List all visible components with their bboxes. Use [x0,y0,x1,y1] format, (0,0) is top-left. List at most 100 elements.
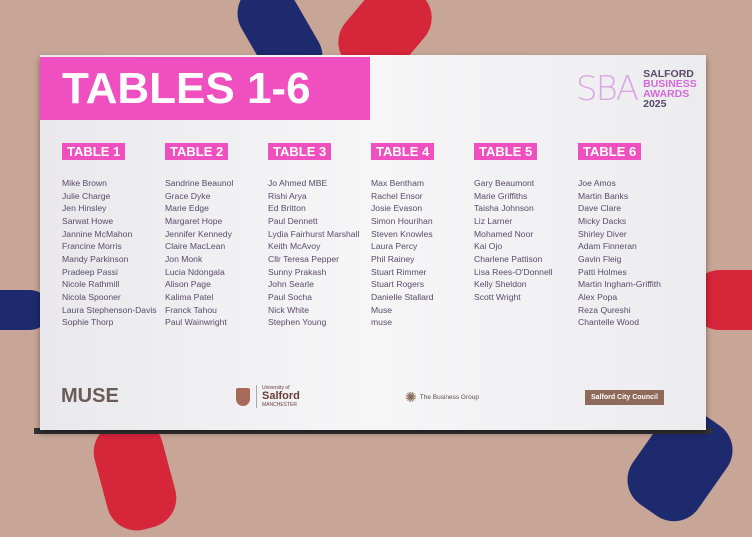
guest-name: Gavin Fleig [578,253,622,264]
table-4-column: TABLE 4 Max Bentham Rachel Ensor Josie Evas… [371,143,474,329]
guest-name: Claire MacLean [165,241,226,252]
table-label: TABLE 3 [268,143,332,160]
guest-name: Mandy Parkinson [62,253,129,264]
guest-name: Kelly Sheldon [474,279,527,290]
guest-name: Ed Britton [268,203,306,214]
guest-name: Muse [371,304,393,315]
guest-name: Steven Knowles [371,228,433,239]
guest-name: Paul Dennett [268,215,318,226]
page-title: TABLES 1-6 [40,57,370,120]
guest-name: Jon Monk [165,253,203,264]
guest-name: Marie Edge [165,203,209,214]
guest-name: Marie Griffiths [474,190,528,201]
guest-name: muse [371,317,393,328]
guest-name: Lisa Rees-O'Donnell [474,266,553,277]
sun-icon: ✺ [405,389,417,405]
sba-mark: SBA [576,69,639,109]
guest-name: Pradeep Passi [62,266,118,277]
guest-name: Laura Percy [371,241,418,252]
guest-name: Jennifer Kennedy [165,228,232,239]
guest-name: Nicola Spooner [62,291,121,302]
uni-top: University of [262,385,290,391]
table-label: TABLE 6 [578,143,642,160]
sba-logo: SBA SALFORD BUSINESS AWARDS 2025 [576,68,697,110]
guest-name: Keith McAvoy [268,241,321,252]
table-3-column: TABLE 3 Jo Ahmed MBE Rishi Arya Ed Britton P… [268,143,371,329]
guest-name: Laura Stephenson-Davis [62,304,157,315]
logo-line: AWARDS [643,88,690,100]
uni-name: Salford [262,390,300,402]
guest-name: Taisha Johnson [474,203,534,214]
guest-name: Reza Qureshi [578,304,631,315]
guest-name: Liz Larner [474,215,513,226]
guest-name: Simon Hourihan [371,215,433,226]
guest-name: Josie Evason [371,203,423,214]
guest-name: Lucia Ndongala [165,266,225,277]
guest-name: Margaret Hope [165,215,223,226]
table-1-column: TABLE 1 Mike Brown Julie Charge Jen Hinsley… [62,143,165,329]
guest-name: Max Bentham [371,178,425,188]
crest-icon [236,387,250,406]
guest-name: Gary Beaumont [474,178,535,188]
guest-name: Grace Dyke [165,190,211,201]
guest-name: Shirley Diver [578,228,627,239]
guest-name: Danielle Stallard [371,291,434,302]
guest-name: Sophie Thorp [62,317,114,328]
guest-name: Nicole Rathmill [62,279,120,290]
guest-name: Sunny Prakash [268,266,327,277]
guest-name: Jannine McMahon [62,228,133,239]
guest-name: Scott Wright [474,291,521,302]
seating-board: TABLES 1-6 SBA SALFORD BUSINESS AWARDS 2… [40,55,706,430]
guest-name: Paul Socha [268,291,312,302]
guest-name: Phil Rainey [371,253,415,264]
guest-name: Cllr Teresa Pepper [268,253,340,264]
guest-name: Kalima Patel [165,291,214,302]
guest-name: Mike Brown [62,178,107,188]
guest-name: Chantelle Wood [578,317,639,328]
guest-name: John Searle [268,279,314,290]
guest-name: Franck Tahou [165,304,217,315]
uni-city: MANCHESTER [262,402,298,408]
guest-name: Dave Clare [578,203,621,214]
guest-name: Charlene Pattison [474,253,543,264]
salford-city-council-logo: Salford City Council [585,390,664,405]
guest-name: Kai Ojo [474,241,503,252]
logo-line: SALFORD [643,68,694,80]
guest-name: Stuart Rimmer [371,266,427,277]
guest-name: Micky Dacks [578,215,627,226]
guest-name: Martin Ingham-Griffith [578,279,661,290]
guest-name: Nick White [268,304,310,315]
muse-logo: MUSE [61,385,119,407]
business-group-name: The Business Group [419,394,479,401]
guest-name: Jen Hinsley [62,203,107,214]
board-shelf [34,428,712,434]
guest-name: Jo Ahmed MBE [268,178,328,188]
guest-name: Martin Banks [578,190,629,201]
table-5-column: TABLE 5 Gary Beaumont Marie Griffiths Taish… [474,143,577,304]
guest-name: Alison Page [165,279,211,290]
guest-name: Lydia Fairhurst Marshall [268,228,360,239]
guest-name: Patti Holmes [578,266,627,277]
guest-name: Julie Charge [62,190,111,201]
guest-name: Mohamed Noor [474,228,534,239]
guest-name: Rachel Ensor [371,190,423,201]
guest-name: Joe Amos [578,178,616,188]
guest-name: Rishi Arya [268,190,307,201]
guest-name: Sarwat Howe [62,215,114,226]
guest-name: Stuart Rogers [371,279,425,290]
guest-name: Alex Popa [578,291,618,302]
logo-year: 2025 [643,98,667,110]
university-of-salford-logo: University of Salford MANCHESTER [236,385,300,408]
guest-name: Francine Morris [62,241,122,252]
guest-name: Sandrine Beaunol [165,178,234,188]
logo-line: BUSINESS [643,78,697,90]
table-label: TABLE 5 [474,143,538,160]
table-label: TABLE 4 [371,143,435,160]
guest-name: Stephen Young [268,317,327,328]
guest-name: Adam Finneran [578,241,637,252]
business-group-logo: ✺ The Business Group [405,389,479,406]
table-6-column: TABLE 6 Joe Amos Martin Banks Dave Clare Mic… [578,143,681,329]
table-label: TABLE 2 [165,143,229,160]
table-2-column: TABLE 2 Sandrine Beaunol Grace Dyke Marie E… [165,143,268,329]
guest-name: Paul Wainwright [165,317,227,328]
